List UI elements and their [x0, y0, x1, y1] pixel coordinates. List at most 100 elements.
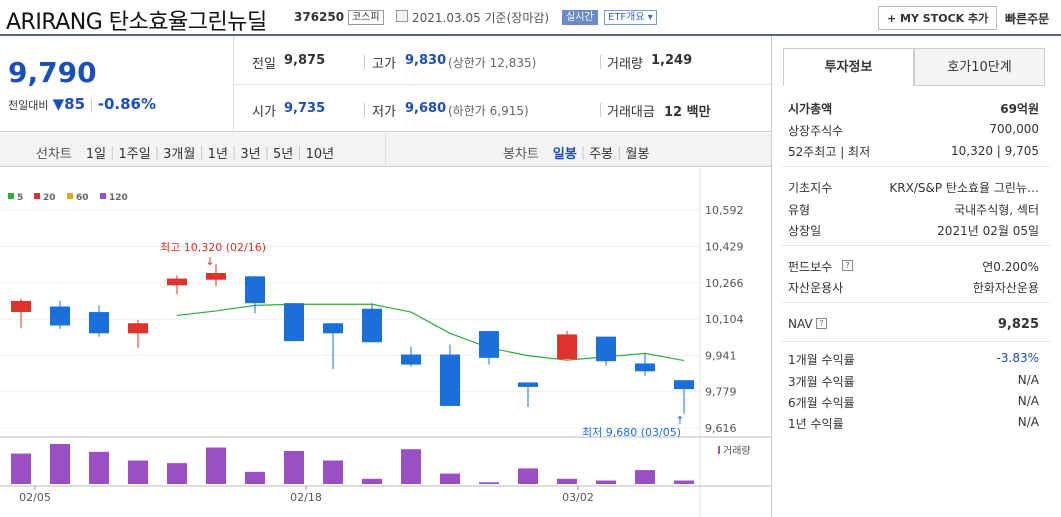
candle-body [557, 334, 577, 359]
legend-label: 20 [43, 193, 56, 203]
divider [781, 166, 1051, 167]
candle-body [206, 272, 226, 280]
return-1y-value: N/A [1017, 415, 1039, 429]
legend-label: 60 [76, 193, 89, 203]
period-1y[interactable]: 1년 [207, 147, 228, 162]
candle-body [167, 278, 187, 286]
volume-value: 1,249 [651, 53, 693, 68]
legend-label: 120 [109, 193, 128, 203]
type-value: 국내주식형, 섹터 [954, 203, 1039, 217]
price-box [0, 36, 771, 132]
volume-bar [50, 444, 70, 484]
return-1m-label: 1개월 수익률 [788, 353, 855, 367]
market-cap-value: 69억원 [1000, 102, 1039, 116]
y-tick-label: 10,429 [705, 240, 744, 253]
period-10y[interactable]: 10년 [305, 147, 335, 162]
y-tick-label: 10,104 [705, 313, 744, 326]
y-tick-label: 9,941 [705, 349, 737, 362]
volume-bar [11, 453, 31, 484]
volume-bar [323, 460, 343, 484]
down-arrow-icon: ▼ [52, 95, 65, 113]
return-3m-value: N/A [1017, 373, 1039, 387]
candle-body [50, 306, 70, 326]
volume-bar [401, 449, 421, 484]
candle-body [89, 312, 109, 334]
amount-label: 거래대금 [607, 105, 655, 120]
return-1m-value: -3.83% [996, 351, 1039, 365]
volume-bar [128, 460, 148, 484]
return-1y-label: 1년 수익률 [788, 417, 844, 431]
period-1d[interactable]: 1일 [85, 147, 107, 162]
candlestick-chart[interactable]: 5 20 60 120 10,592 10,429 10,266 10,104 9,941 9,… [0, 168, 771, 517]
amount-value: 12 백만 [664, 105, 711, 120]
fund-fee-label: 펀드보수 [788, 260, 833, 274]
volume-bar [440, 473, 460, 484]
period-weekly[interactable]: 주봉 [589, 147, 614, 162]
market-cap-label: 시가총액 [788, 102, 833, 116]
volume-bar [167, 463, 187, 484]
type-label: 유형 [788, 203, 811, 217]
low-value: 9,680 [405, 101, 447, 116]
volume-bar [518, 468, 538, 484]
index-label: 기초지수 [788, 181, 833, 195]
volume-bar [635, 470, 655, 484]
period-3m[interactable]: 3개월 [163, 147, 196, 162]
candle-body [674, 380, 694, 390]
period-daily[interactable]: 일봉 [552, 147, 577, 162]
week52-value: 10,320 | 9,705 [950, 144, 1039, 158]
tab-orderbook[interactable]: 호가10단계 [914, 48, 1045, 86]
volume-bar [479, 482, 499, 484]
candle-chart-label[interactable]: 봉차트 [503, 147, 539, 162]
y-tick-label: 9,779 [705, 386, 737, 399]
volume-label: 거래량 [607, 57, 643, 72]
volume-bar [596, 480, 616, 484]
quick-order-link[interactable]: 빠른주문 [1005, 12, 1050, 26]
header-divider [0, 34, 1061, 36]
candle-body [362, 308, 382, 343]
market-tag: 코스피 [348, 10, 384, 25]
listing-date-label: 상장일 [788, 224, 822, 238]
open-label: 시가 [252, 105, 276, 120]
prev-close-label: 전일 [252, 57, 276, 72]
divider [600, 103, 601, 117]
return-3m-label: 3개월 수익률 [788, 375, 855, 389]
candle-body [128, 323, 148, 334]
shares-value: 700,000 [989, 122, 1039, 136]
date-text: 2021.03.05 기준(장마감) [412, 11, 550, 25]
volume-legend-swatch [718, 446, 720, 454]
candle-body [245, 276, 265, 304]
candle-body [635, 363, 655, 372]
legend-swatch [34, 193, 40, 199]
legend-swatch [8, 193, 14, 199]
volume-bar [206, 447, 226, 484]
etf-overview-dropdown[interactable]: ETF개요 ▾ [604, 10, 657, 25]
divider [781, 245, 1051, 246]
period-3y[interactable]: 3년 [240, 147, 261, 162]
change-label: 전일대비 [8, 99, 49, 112]
change-percent: -0.86% [97, 95, 156, 113]
candles [11, 264, 694, 414]
candle-body [518, 382, 538, 387]
line-chart-label[interactable]: 선차트 [36, 147, 72, 162]
volume-bar [557, 478, 577, 484]
period-5y[interactable]: 5년 [272, 147, 294, 162]
upper-limit: (상한가 12,835) [448, 56, 537, 70]
shares-label: 상장주식수 [788, 124, 844, 138]
y-tick-label: 9,616 [705, 422, 737, 435]
volume-bar [245, 471, 265, 484]
info-icon[interactable]: ? [816, 318, 827, 329]
period-1w[interactable]: 1주일 [118, 147, 151, 162]
add-mystock-button[interactable]: + MY STOCK 추가 [878, 6, 998, 30]
candle-body [401, 354, 421, 365]
x-tick-label: 02/18 [290, 491, 322, 504]
price-change: 전일대비 ▼85 | -0.86% [8, 95, 156, 113]
x-tick-label: 03/02 [562, 491, 594, 504]
divider [781, 341, 1051, 342]
x-axis-ticks: 02/05 02/18 03/02 [19, 486, 594, 504]
realtime-tag[interactable]: 실시간 [562, 10, 598, 25]
y-tick-label: 10,592 [705, 204, 744, 217]
info-icon[interactable]: ? [842, 260, 853, 271]
period-monthly[interactable]: 월봉 [625, 147, 650, 162]
tab-invest-info[interactable]: 투자정보 [783, 48, 914, 86]
lower-limit: (하한가 6,915) [448, 104, 529, 118]
